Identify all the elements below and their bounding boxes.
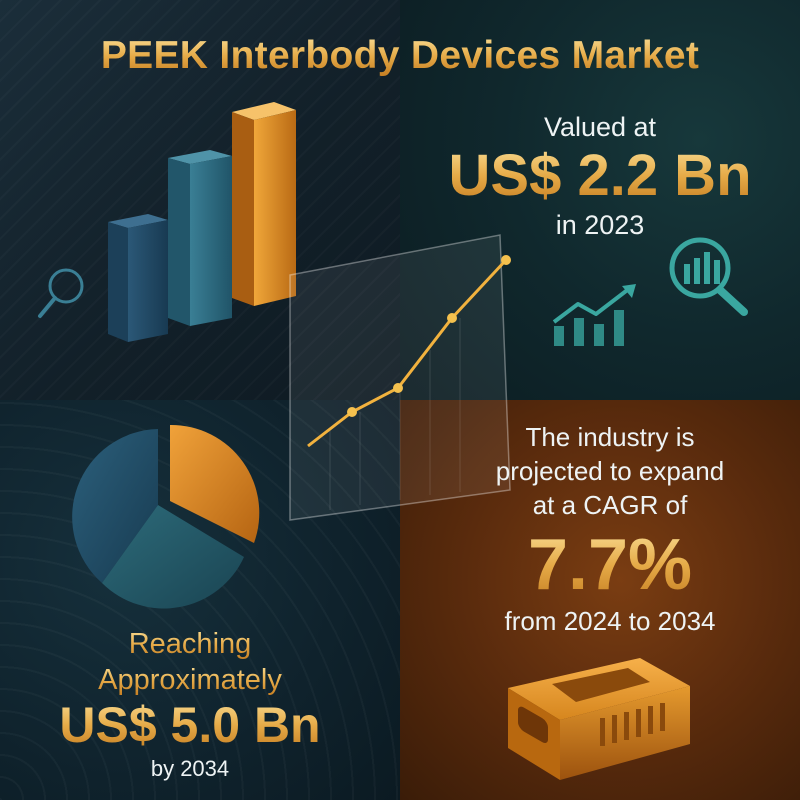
cagr-text-line-3: at a CAGR of	[532, 490, 688, 520]
valued-year: in 2023	[555, 210, 645, 240]
valued-value: US$ 2.2 Bn	[400, 142, 800, 209]
reaching-value: US$ 5.0 Bn	[10, 696, 370, 754]
valued-label: Valued at	[543, 112, 657, 142]
pie-chart-illustration	[72, 424, 260, 609]
bar-chart-magnifier-icon	[669, 237, 748, 316]
reaching-label: Reaching	[20, 628, 360, 661]
approximately-label: Approximately	[20, 664, 360, 697]
cagr-text-line-1: The industry is	[525, 422, 695, 452]
reaching-year: by 2034	[150, 756, 230, 781]
peek-cage-device-icon	[508, 658, 690, 780]
cagr-value: 7.7%	[440, 524, 780, 606]
cagr-period: from 2024 to 2034	[504, 606, 716, 636]
cagr-text-line-2: projected to expand	[495, 456, 725, 486]
page-title: PEEK Interbody Devices Market	[0, 34, 800, 78]
magnifier-icon	[38, 268, 84, 318]
rising-trend-icon	[552, 284, 636, 346]
